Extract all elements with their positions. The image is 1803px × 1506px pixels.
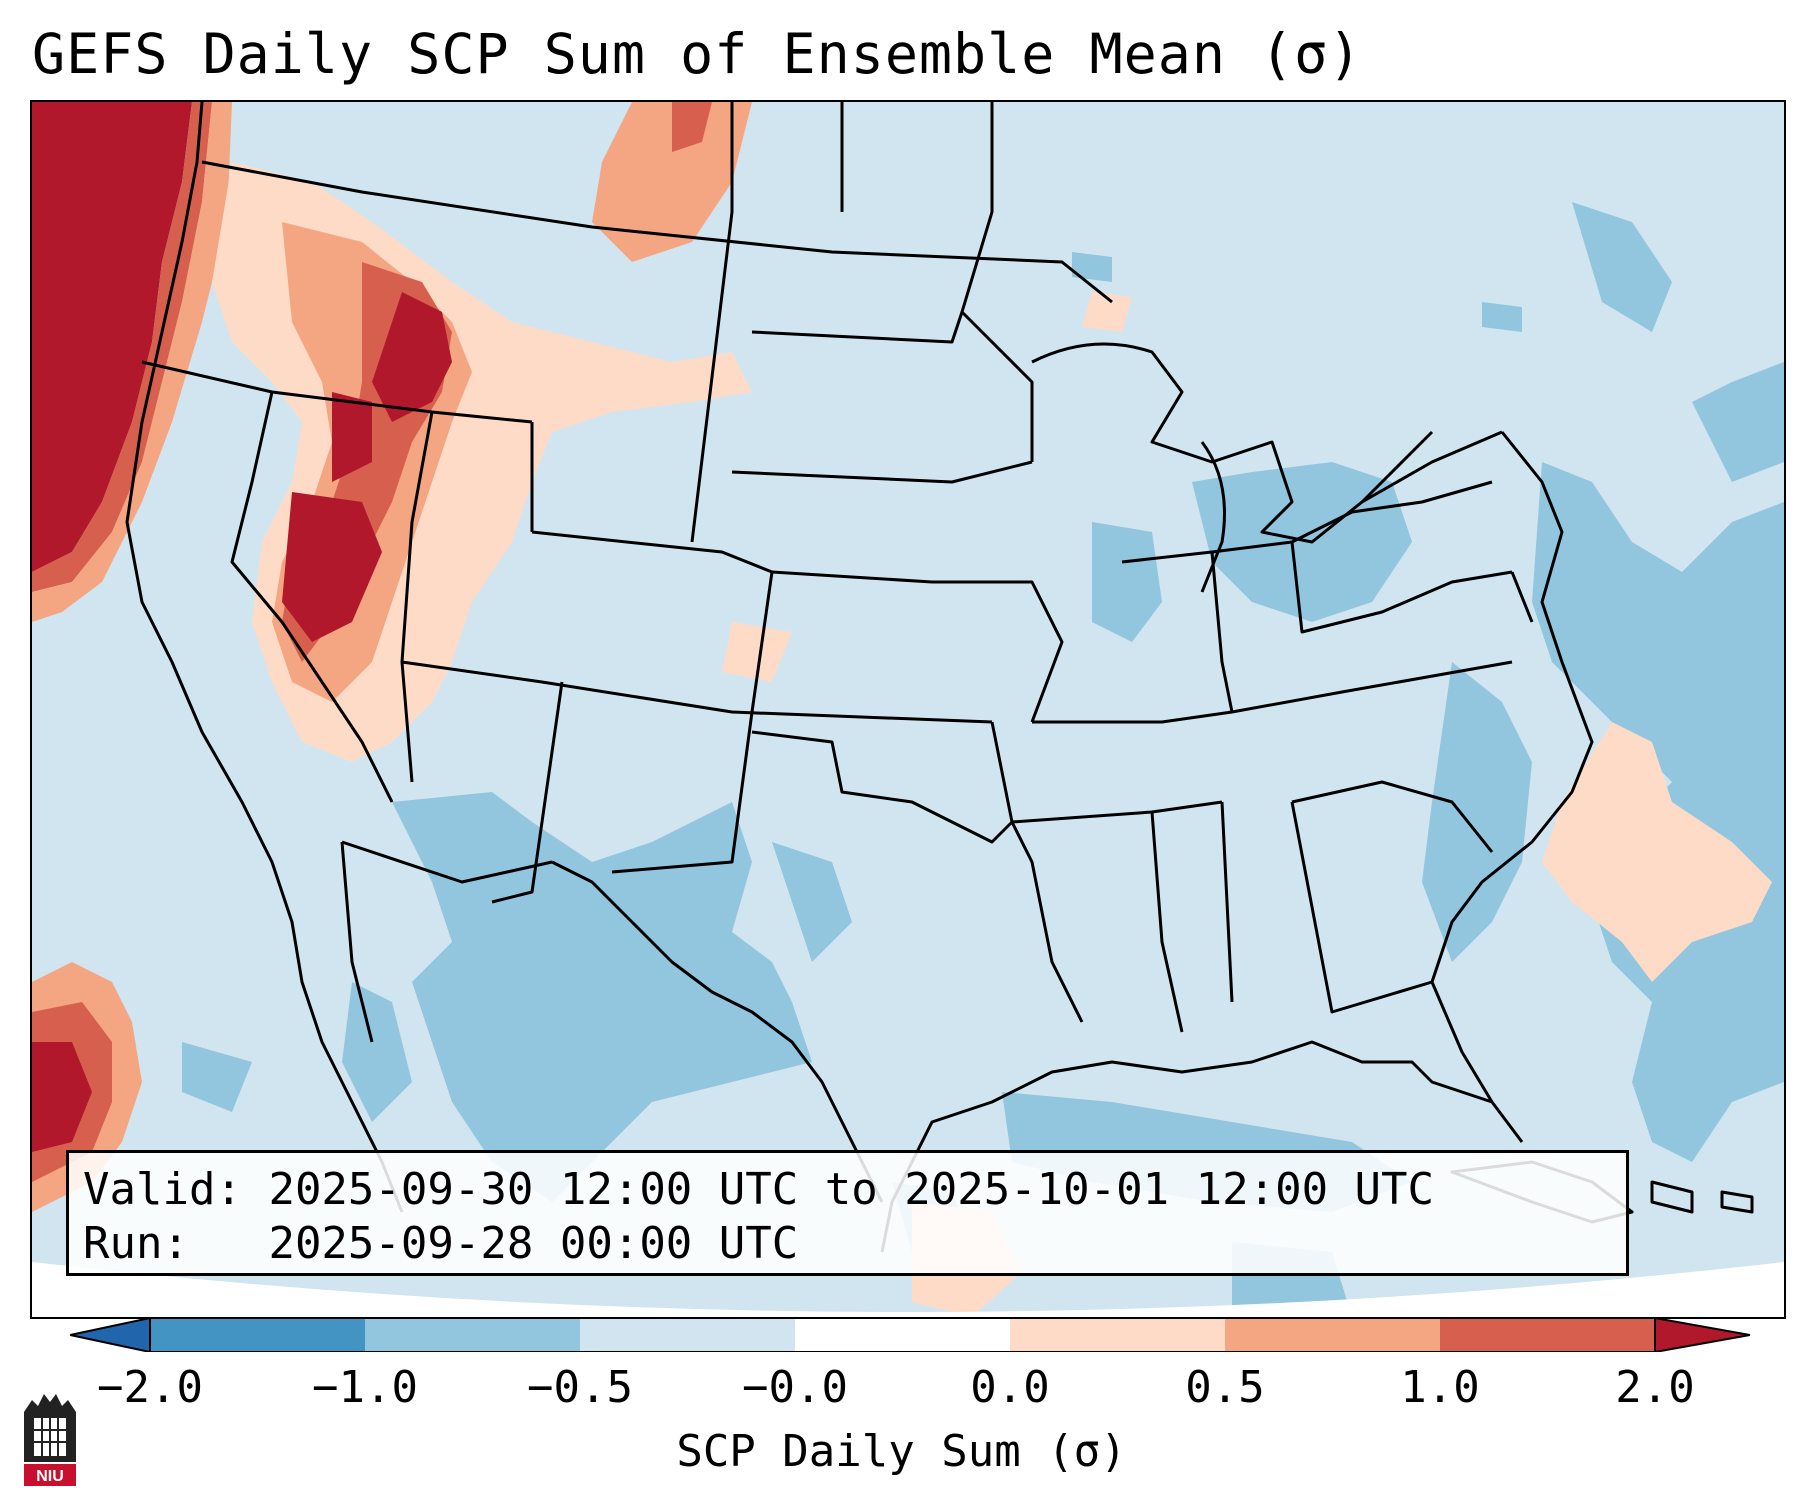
- colorbar-tick: −1.0: [312, 1362, 418, 1413]
- map-title: GEFS Daily SCP Sum of Ensemble Mean (σ): [32, 22, 1363, 86]
- colorbar-bin: [1010, 1318, 1225, 1352]
- scp-field: [32, 102, 1784, 1317]
- projection-edge: [32, 1262, 1784, 1317]
- coastlines-and-borders: [125, 102, 1754, 1253]
- negative-anomaly-patches: [182, 202, 1784, 1317]
- colorbar-tick: −0.5: [527, 1362, 633, 1413]
- colorbar-bin: [1225, 1318, 1440, 1352]
- valid-label: Valid:: [83, 1164, 242, 1215]
- colorbar-tick: −0.0: [742, 1362, 848, 1413]
- colorbar-tick: −2.0: [97, 1362, 203, 1413]
- valid-time: 2025-09-30 12:00 UTC to 2025-10-01 12:00…: [268, 1164, 1435, 1215]
- positive-anomaly-southwest: [32, 962, 142, 1212]
- colorbar-extend-high: [1654, 1318, 1750, 1352]
- run-time: 2025-09-28 00:00 UTC: [268, 1218, 799, 1269]
- colorbar: [70, 1318, 1750, 1352]
- map-panel: [30, 100, 1786, 1319]
- logo-text: NIU: [36, 1468, 64, 1485]
- colorbar-bin: [150, 1318, 365, 1352]
- colorbar-bin: [580, 1318, 795, 1352]
- colorbar-tick: 0.5: [1185, 1362, 1265, 1413]
- positive-anomaly-west: [32, 102, 1132, 762]
- colorbar-bin: [795, 1318, 1010, 1352]
- valid-run-info-box: Valid: 2025-09-30 12:00 UTC to 2025-10-0…: [66, 1150, 1629, 1276]
- colorbar-extend-low: [70, 1318, 151, 1352]
- run-label: Run:: [83, 1218, 189, 1269]
- colorbar-label: SCP Daily Sum (σ): [676, 1426, 1127, 1477]
- colorbar-tick: 0.0: [970, 1362, 1050, 1413]
- colorbar-tick: 2.0: [1615, 1362, 1695, 1413]
- colorbar-tick: 1.0: [1400, 1362, 1480, 1413]
- niu-logo-icon: NIU: [24, 1394, 76, 1486]
- colorbar-bin: [365, 1318, 580, 1352]
- colorbar-bin: [1440, 1318, 1655, 1352]
